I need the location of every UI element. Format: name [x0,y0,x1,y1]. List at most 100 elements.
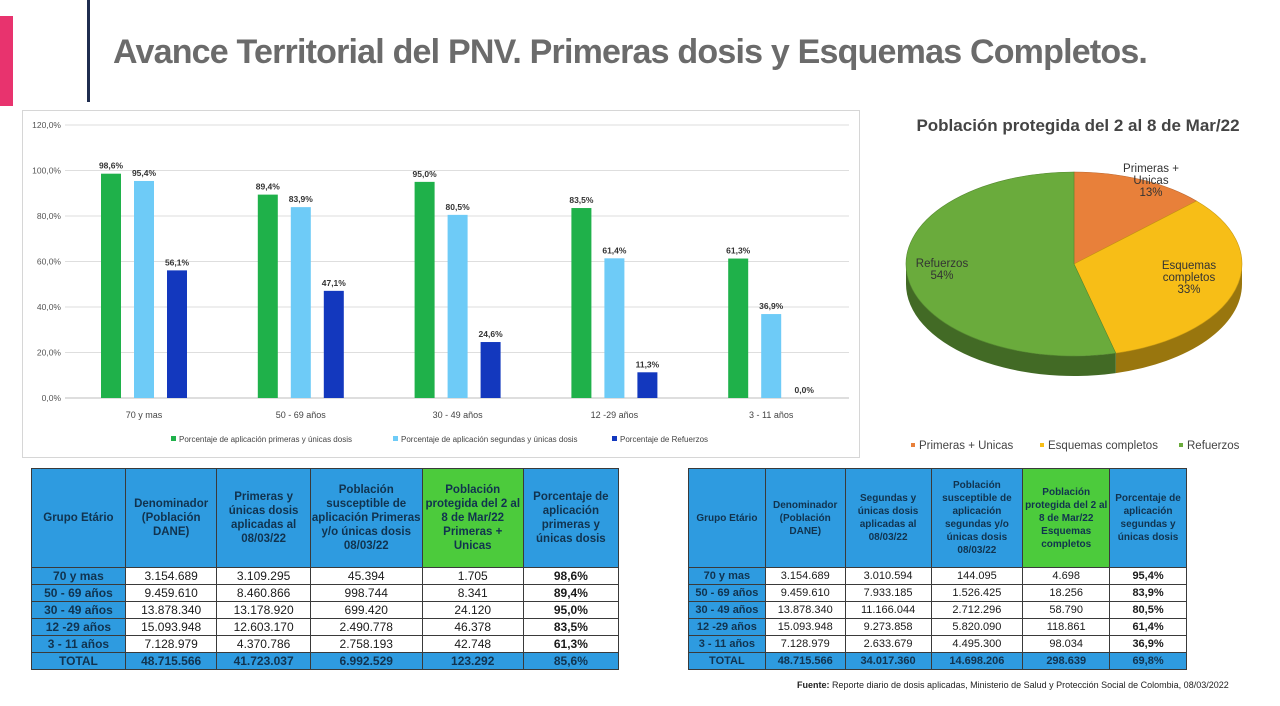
table-header: Porcentaje de aplicación segundas y únic… [1109,468,1187,568]
data-label: 56,1% [165,257,190,267]
table-cell: 45.394 [309,567,423,585]
table-header: Grupo Etário [688,468,766,568]
table-cell: 30 - 49 años [31,601,126,619]
table-row: 12 -29 años 15.093.948 12.603.170 2.490.… [31,618,620,636]
legend-label: Refuerzos [1187,440,1240,452]
table-row: 70 y mas 3.154.689 3.109.295 45.394 1.70… [31,567,620,585]
pie-slice-label: Primeras + Unicas 13% [1123,163,1179,199]
table-cell: 70 y mas [31,567,126,585]
source-label: Fuente: [797,680,830,690]
bar [447,214,468,398]
data-label: 80,5% [446,202,471,212]
table-cell: 95,4% [1109,567,1187,585]
legend-label: Porcentaje de aplicación primeras y únic… [179,435,352,444]
table-cell: 98,6% [522,567,620,585]
y-tick-label: 60,0% [37,257,62,267]
bar-chart-panel: 0,0% 20,0% 40,0% 60,0% 80,0% 100,0% 120,0% 98,6… [22,110,860,458]
table-total-row: TOTAL 48.715.566 34.017.360 14.698.206 2… [688,652,1187,670]
bar [290,207,311,398]
table-cell: 2.633.679 [844,635,932,653]
pie-label-line: completos [1163,272,1216,284]
bar [571,208,592,398]
legend-swatch [1179,443,1183,447]
source-text: Reporte diario de dosis aplicadas, Minis… [829,680,1229,690]
table-cell: 1.705 [421,567,524,585]
table-row: 30 - 49 años 13.878.340 11.166.044 2.712… [688,601,1187,619]
table-cell: TOTAL [688,652,766,670]
legend-label: Porcentaje de aplicación segundas y únic… [401,435,578,444]
bar [604,258,625,398]
table-header: Población protegida del 2 al 8 de Mar/22… [1022,468,1111,568]
table-cell: 83,9% [1109,584,1187,602]
table-cell: 34.017.360 [844,652,932,670]
table-header: Población protegida del 2 al 8 de Mar/22… [421,468,524,568]
y-tick-label: 40,0% [37,302,62,312]
legend-swatch [393,436,398,441]
table-cell: 50 - 69 años [688,584,766,602]
data-label: 0,0% [795,385,815,395]
table-cell: 9.459.610 [124,584,218,602]
table-cell: 36,9% [1109,635,1187,653]
table-header: Población susceptible de aplicación Prim… [309,468,423,568]
legend-swatch [1040,443,1044,447]
table-header: Población susceptible de aplicación segu… [930,468,1024,568]
pie-label-line: Esquemas [1162,260,1217,272]
table-cell: 80,5% [1109,601,1187,619]
data-label: 47,1% [322,278,347,288]
table-row: 12 -29 años 15.093.948 9.273.858 5.820.0… [688,618,1187,636]
legend-label: Primeras + Unicas [919,440,1014,452]
data-label: 95,0% [413,169,438,179]
table-cell: 4.698 [1022,567,1111,585]
table-cell: 12.603.170 [216,618,311,636]
table-cell: 9.459.610 [764,584,846,602]
table-cell: 46.378 [421,618,524,636]
table-cell: 15.093.948 [124,618,218,636]
legend-swatch [171,436,176,441]
table-cell: 41.723.037 [216,652,311,670]
bar [167,270,187,398]
table-row: 3 - 11 años 7.128.979 4.370.786 2.758.19… [31,635,620,653]
table-cell: 50 - 69 años [31,584,126,602]
table-cell: 48.715.566 [124,652,218,670]
table-cell: 7.128.979 [764,635,846,653]
table-cell: 14.698.206 [930,652,1024,670]
bar [323,290,344,398]
pie-chart-panel: Población protegida del 2 al 8 de Mar/22… [888,112,1268,462]
bar [257,194,278,398]
table-cell: 89,4% [522,584,620,602]
table-header: Primeras y únicas dosis aplicadas al 08/… [216,468,311,568]
table-cell: 13.178.920 [216,601,311,619]
table-cell: 1.526.425 [930,584,1024,602]
table-cell: 9.273.858 [844,618,932,636]
table-cell: 2.712.296 [930,601,1024,619]
legend-label: Esquemas completos [1048,440,1158,452]
x-tick-label: 50 - 69 años [276,410,327,420]
table-header: Porcentaje de aplicación primeras y únic… [522,468,620,568]
pie-slice-label: Esquemas completos 33% [1162,260,1217,296]
table-cell: 95,0% [522,601,620,619]
pie-slice [905,171,1117,357]
pie-slice-label: Refuerzos 54% [916,258,969,282]
accent-bar [0,16,13,106]
table-cell: 98.034 [1022,635,1111,653]
table-cell: 30 - 49 años [688,601,766,619]
y-tick-label: 100,0% [32,166,61,176]
table-cell: 699.420 [309,601,423,619]
table-cell: 4.495.300 [930,635,1024,653]
pie-label-line: 33% [1177,284,1200,296]
table-cell: 85,6% [522,652,620,670]
y-tick-label: 0,0% [42,393,62,403]
table-row: 50 - 69 años 9.459.610 7.933.185 1.526.4… [688,584,1187,602]
table-cell: 13.878.340 [124,601,218,619]
pie-slice [1073,200,1243,354]
table-cell: 2.758.193 [309,635,423,653]
table-cell: 83,5% [522,618,620,636]
data-label: 24,6% [479,329,504,339]
table-cell: 118.861 [1022,618,1111,636]
data-label: 95,4% [132,168,157,178]
table-row: 30 - 49 años 13.878.340 13.178.920 699.4… [31,601,620,619]
table-cell: 69,8% [1109,652,1187,670]
bar [134,180,154,398]
pie-label-line: 13% [1139,187,1162,199]
table-cell: 7.933.185 [844,584,932,602]
